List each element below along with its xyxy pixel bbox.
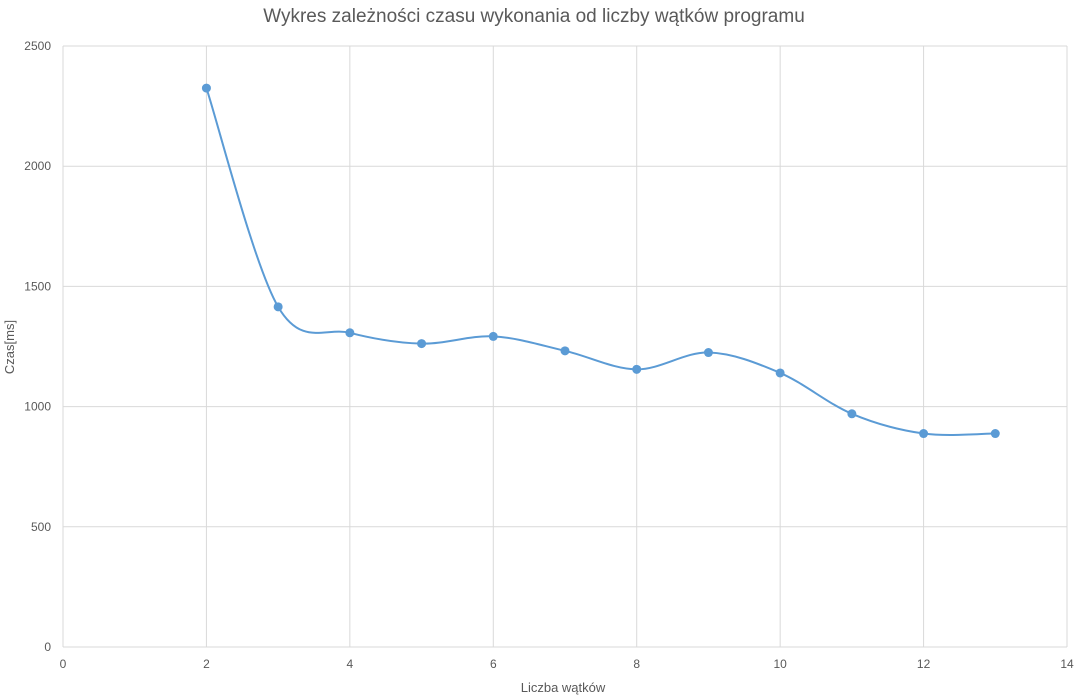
x-tick-label: 2 bbox=[203, 657, 210, 671]
x-tick-label: 12 bbox=[917, 657, 931, 671]
x-axis-label: Liczba wątków bbox=[521, 680, 606, 695]
data-point bbox=[919, 429, 929, 439]
x-tick-label: 10 bbox=[773, 657, 787, 671]
series bbox=[201, 83, 1000, 439]
x-tick-label: 6 bbox=[490, 657, 497, 671]
data-point bbox=[201, 83, 211, 93]
y-tick-label: 2500 bbox=[24, 39, 51, 53]
chart-title: Wykres zależności czasu wykonania od lic… bbox=[263, 6, 805, 27]
data-point bbox=[488, 331, 498, 341]
x-tick-label: 0 bbox=[60, 657, 67, 671]
data-point bbox=[560, 346, 570, 356]
y-tick-label: 1000 bbox=[24, 400, 51, 414]
x-tick-label: 8 bbox=[633, 657, 640, 671]
data-point bbox=[632, 364, 642, 374]
data-point bbox=[847, 409, 857, 419]
data-point bbox=[345, 328, 355, 338]
series-line bbox=[205, 87, 996, 436]
data-point bbox=[990, 429, 1000, 439]
y-tick-label: 1500 bbox=[24, 279, 51, 293]
x-tick-label: 14 bbox=[1060, 657, 1074, 671]
grid bbox=[62, 45, 1068, 648]
data-point bbox=[273, 302, 283, 312]
y-tick-label: 2000 bbox=[24, 159, 51, 173]
y-tick-label: 0 bbox=[44, 640, 51, 654]
y-axis-label: Czas[ms] bbox=[2, 320, 17, 374]
x-tick-label: 4 bbox=[347, 657, 354, 671]
data-point bbox=[417, 339, 427, 349]
data-point bbox=[703, 348, 713, 358]
tick-labels: 0 2 4 6 8 10 12 14 0 500 1000 1500 2000 2500 bbox=[24, 39, 1074, 671]
data-point bbox=[775, 368, 785, 378]
y-tick-label: 500 bbox=[31, 520, 51, 534]
